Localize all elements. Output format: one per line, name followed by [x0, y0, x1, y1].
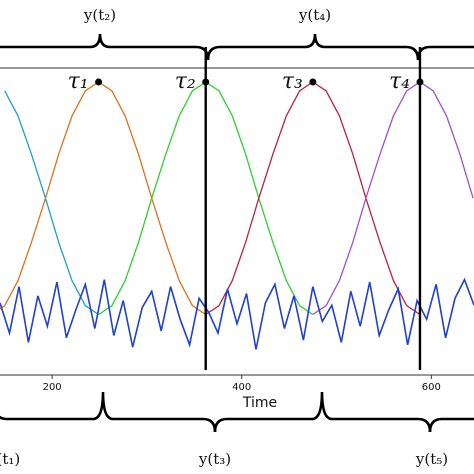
annotation: y(t₅) — [415, 450, 448, 468]
x-tick-label: 400 — [232, 382, 251, 393]
brace — [213, 391, 432, 433]
series-line — [312, 81, 474, 316]
x-tick-label: 200 — [43, 382, 62, 393]
brace — [0, 33, 210, 61]
x-axis-label: Time — [242, 395, 277, 411]
brace — [206, 33, 420, 61]
annotation: y(t₂) — [83, 6, 116, 24]
annotation: y(t₁) — [0, 450, 20, 468]
series-line — [205, 81, 421, 316]
tau-label: τ₁ — [68, 69, 89, 94]
annotation: y(t₄) — [298, 6, 331, 24]
tau-label: τ₃ — [282, 69, 303, 94]
x-tick-label: 600 — [422, 382, 441, 393]
tau-label: τ₄ — [389, 69, 410, 94]
series-line — [0, 81, 207, 316]
tau-label: τ₂ — [175, 69, 196, 94]
brace — [416, 45, 474, 61]
brace — [428, 417, 474, 433]
tau-point — [309, 78, 317, 86]
tau-point — [416, 78, 424, 86]
series-line — [4, 90, 99, 316]
tau-point — [202, 78, 210, 86]
brace — [0, 391, 217, 433]
tau-point — [95, 78, 103, 86]
series-line — [0, 277, 474, 350]
annotation: y(t₃) — [198, 450, 231, 468]
